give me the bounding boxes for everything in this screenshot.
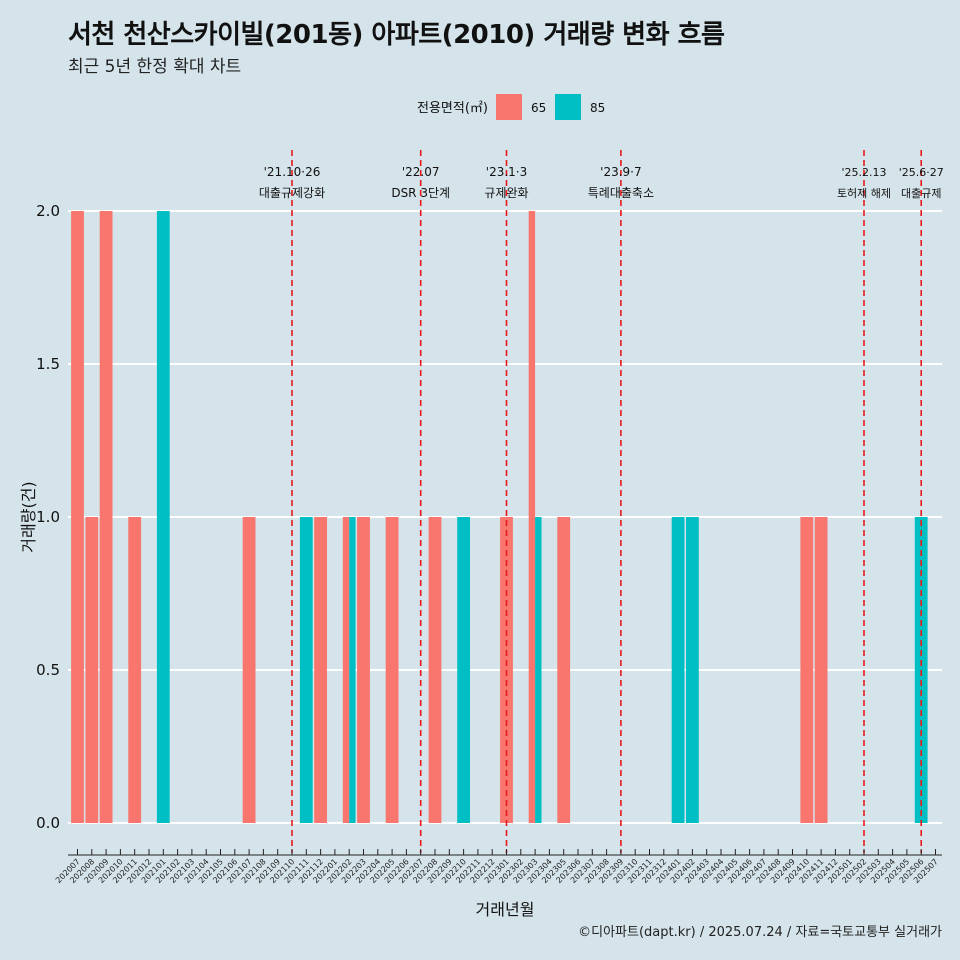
chart-subtitle: 최근 5년 한정 확대 차트 — [68, 57, 242, 77]
bar-65 — [557, 517, 571, 823]
bar-65 — [242, 517, 256, 823]
source-caption: ©디아파트(dapt.kr) / 2025.07.24 / 자료=국토교통부 실… — [578, 925, 942, 940]
bar-65 — [385, 517, 399, 823]
x-axis-title: 거래년월 — [476, 900, 535, 919]
y-axis-title: 거래량(건) — [19, 481, 38, 552]
bar-65 — [357, 517, 370, 823]
event-date-label: '22.07 — [402, 165, 440, 179]
bar-85 — [686, 517, 699, 823]
bar-65 — [342, 517, 350, 823]
y-tick-label: 0.5 — [36, 661, 60, 679]
bar-65 — [528, 211, 536, 823]
event-name-label: DSR 3단계 — [391, 186, 450, 200]
chart-title: 서천 천산스카이빌(201동) 아파트(2010) 거래량 변화 흐름 — [68, 20, 725, 50]
bar-65 — [128, 517, 142, 823]
bar-85 — [156, 211, 170, 823]
bar-65 — [814, 517, 828, 823]
bar-85 — [349, 517, 356, 823]
bar-65 — [71, 211, 84, 823]
bar-65 — [85, 517, 99, 823]
bar-65 — [99, 211, 113, 823]
legend-label-85: 85 — [590, 101, 605, 115]
y-tick-label: 1.5 — [36, 355, 60, 373]
event-name-label: 토허제 해제 — [837, 186, 891, 200]
event-date-label: '23.9·7 — [600, 165, 641, 179]
bar-85 — [671, 517, 685, 823]
y-tick-label: 0.0 — [36, 814, 60, 832]
legend-title: 전용면적(㎡) — [417, 101, 488, 116]
bar-65 — [314, 517, 327, 823]
event-name-label: 특례대출축소 — [588, 186, 654, 200]
bar-85 — [535, 517, 542, 823]
event-date-label: '23.1·3 — [486, 165, 527, 179]
y-tick-label: 1.0 — [36, 508, 60, 526]
event-name-label: 규제완화 — [484, 186, 528, 200]
bar-65 — [428, 517, 442, 823]
y-tick-label: 2.0 — [36, 202, 60, 220]
event-date-label: '21.10·26 — [264, 165, 321, 179]
event-date-label: '25.2.13 — [841, 166, 886, 179]
legend-swatch-85 — [555, 94, 581, 120]
legend-swatch-65 — [496, 94, 522, 120]
legend-label-65: 65 — [531, 101, 546, 115]
event-date-label: '25.6·27 — [899, 166, 944, 179]
bar-85 — [299, 517, 313, 823]
bar-85 — [457, 517, 470, 823]
bar-65 — [800, 517, 814, 823]
event-name-label: 대출규제강화 — [259, 186, 325, 200]
event-name-label: 대출규제 — [901, 187, 941, 200]
